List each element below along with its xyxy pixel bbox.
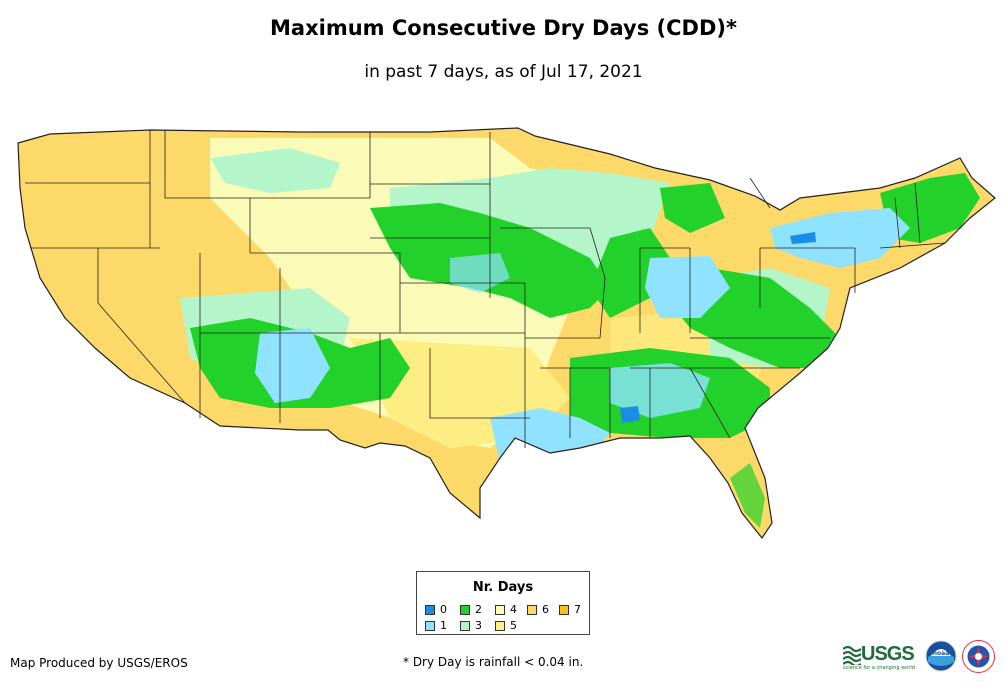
legend-item-5: 5 bbox=[495, 620, 517, 632]
legend-title: Nr. Days bbox=[472, 580, 534, 595]
legend-label: 3 bbox=[475, 619, 482, 632]
cdd-shading bbox=[18, 128, 995, 538]
usgs-tagline: science for a changing world bbox=[843, 665, 915, 671]
legend-item-1: 1 bbox=[425, 620, 447, 632]
legend-swatch bbox=[495, 621, 505, 631]
legend-swatch bbox=[495, 605, 505, 615]
legend: Nr. Days 0 1 2 3 4 5 6 7 bbox=[416, 571, 590, 635]
legend-swatch bbox=[527, 605, 537, 615]
legend-item-3: 3 bbox=[460, 620, 482, 632]
legend-item-6: 6 bbox=[527, 604, 549, 616]
legend-item-0: 0 bbox=[425, 604, 447, 616]
map-subtitle: in past 7 days, as of Jul 17, 2021 bbox=[364, 62, 643, 82]
map-credit: Map Produced by USGS/EROS bbox=[10, 656, 188, 670]
noaa-logo: noaa bbox=[925, 640, 957, 672]
legend-swatch bbox=[425, 621, 435, 631]
legend-item-2: 2 bbox=[460, 604, 482, 616]
legend-swatch bbox=[425, 605, 435, 615]
legend-label: 0 bbox=[440, 603, 447, 616]
footnote: * Dry Day is rainfall < 0.04 in. bbox=[403, 655, 584, 669]
state-borders bbox=[17, 127, 996, 540]
legend-swatch bbox=[460, 621, 470, 631]
noaa-wordmark: noaa bbox=[933, 650, 950, 657]
usgs-logo: USGS science for a changing world bbox=[843, 643, 919, 671]
nws-logo bbox=[962, 640, 995, 673]
legend-label: 6 bbox=[542, 603, 549, 616]
legend-label: 4 bbox=[510, 603, 517, 616]
usgs-wave-icon bbox=[843, 645, 861, 665]
cdd-map bbox=[17, 127, 996, 540]
legend-label: 2 bbox=[475, 603, 482, 616]
legend-item-4: 4 bbox=[495, 604, 517, 616]
usgs-wordmark: USGS bbox=[861, 643, 915, 665]
legend-label: 1 bbox=[440, 619, 447, 632]
legend-swatch bbox=[559, 605, 569, 615]
legend-swatch bbox=[460, 605, 470, 615]
map-title: Maximum Consecutive Dry Days (CDD)* bbox=[270, 16, 737, 40]
legend-label: 7 bbox=[574, 603, 581, 616]
legend-label: 5 bbox=[510, 619, 517, 632]
legend-item-7: 7 bbox=[559, 604, 581, 616]
